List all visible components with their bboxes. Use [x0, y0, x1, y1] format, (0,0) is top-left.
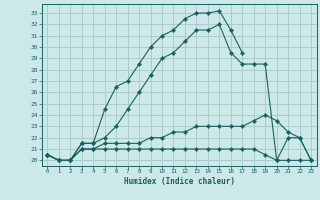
X-axis label: Humidex (Indice chaleur): Humidex (Indice chaleur) [124, 177, 235, 186]
